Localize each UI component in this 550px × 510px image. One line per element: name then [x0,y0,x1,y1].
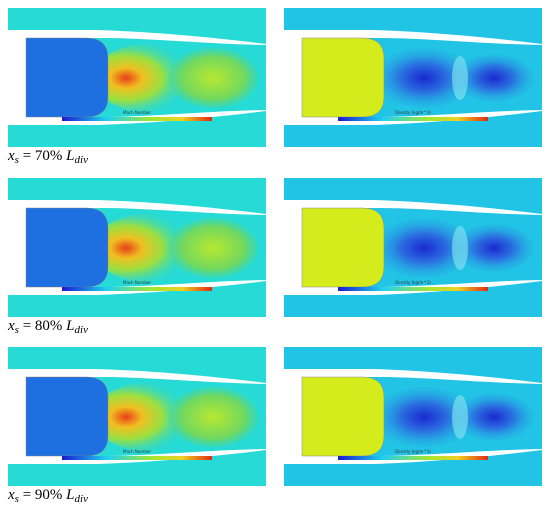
caption-subscript: div [75,493,89,505]
center-body [25,376,109,457]
caption-variable: x [7,148,15,164]
colorbar-title: Density (kg/m^3) [395,449,431,454]
caption-variable: L [65,318,74,334]
colorbar [62,456,212,460]
caption-variable: L [65,487,74,503]
density-contour-panel: Density (kg/m^3) [284,178,542,317]
nozzle-wall [284,30,542,45]
nozzle-wall [8,30,266,45]
colorbar-title: Mach Number [123,280,151,285]
caption-subscript: div [75,324,89,336]
plume [168,218,258,278]
colorbar-title: Mach Number [123,449,151,454]
caption-equation: = 90% [19,487,66,503]
colorbar [338,456,488,460]
nozzle-inlet [8,38,26,117]
caption: xs = 80% Ldiv [7,318,88,336]
plume [93,383,203,451]
plume [374,218,474,278]
nozzle-inlet [8,377,26,456]
caption-variable: L [65,148,74,164]
shock-disk [452,395,468,439]
plume [374,387,474,447]
caption-subscript: s [15,154,19,166]
caption: xs = 90% Ldiv [7,487,88,505]
plume [374,48,474,108]
nozzle-inlet [284,377,302,456]
caption: xs = 70% Ldiv [7,148,88,166]
plume [454,224,534,272]
colorbar [338,117,488,121]
mach-contour-panel: Mach Number [8,8,266,147]
density-contour-panel: Density (kg/m^3) [284,347,542,486]
center-body [301,376,385,457]
plume [168,387,258,447]
shock-disk [452,56,468,100]
caption-variable: x [7,487,15,503]
nozzle-wall [8,200,266,215]
nozzle-wall [284,200,542,215]
nozzle-inlet [284,208,302,287]
nozzle-inlet [284,38,302,117]
center-body [301,207,385,288]
nozzle-wall [8,369,266,384]
colorbar-title: Density (kg/m^3) [395,280,431,285]
mach-contour-panel: Mach Number [8,178,266,317]
colorbar-title: Mach Number [123,110,151,115]
nozzle-inlet [8,208,26,287]
plume [454,393,534,441]
caption-subscript: s [15,493,19,505]
plume [168,48,258,108]
center-body [25,37,109,118]
colorbar-title: Density (kg/m^3) [395,110,431,115]
density-contour-panel: Density (kg/m^3) [284,8,542,147]
plume [454,54,534,102]
center-body [25,207,109,288]
caption-subscript: div [75,154,89,166]
caption-variable: x [7,318,15,334]
shock-disk [452,226,468,270]
caption-subscript: s [15,324,19,336]
nozzle-wall [284,369,542,384]
colorbar [62,117,212,121]
plume [93,214,203,282]
mach-contour-panel: Mach Number [8,347,266,486]
colorbar [62,287,212,291]
caption-equation: = 70% [19,148,66,164]
plume [93,44,203,112]
center-body [301,37,385,118]
colorbar [338,287,488,291]
caption-equation: = 80% [19,318,66,334]
